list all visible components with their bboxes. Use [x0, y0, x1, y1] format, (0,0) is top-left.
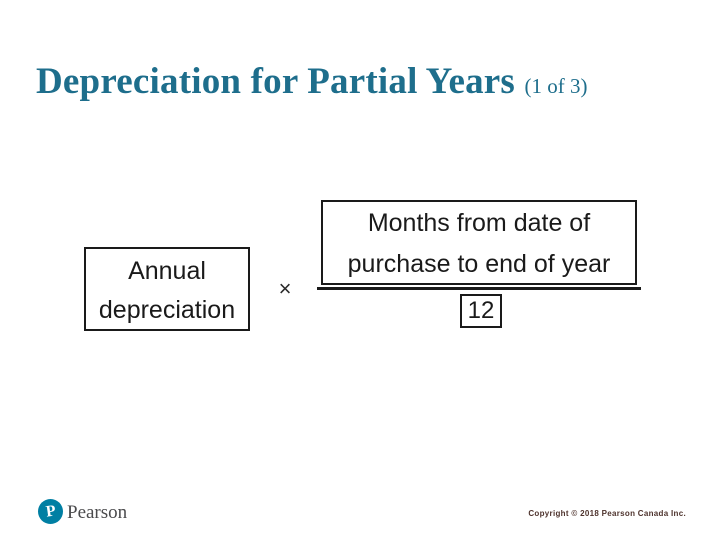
copyright-text: Copyright © 2018 Pearson Canada Inc. [528, 509, 686, 518]
denominator-box: 12 [460, 294, 502, 328]
pearson-p-glyph: P [44, 501, 57, 521]
numerator-line2: purchase to end of year [347, 250, 611, 278]
annual-depreciation-line1: Annual [128, 257, 206, 285]
page-title-part-indicator: (1 of 3) [524, 74, 588, 98]
pearson-wordmark: Pearson [67, 502, 128, 523]
numerator-line1: Months from date of [367, 209, 591, 237]
pearson-logo-icon: P [38, 499, 63, 524]
annual-depreciation-line2: depreciation [98, 296, 236, 324]
multiplication-sign: × [278, 276, 292, 301]
numerator-box: Months from date of purchase to end of y… [321, 200, 637, 285]
page-title-text: Depreciation for Partial Years [36, 61, 515, 102]
annual-depreciation-box: Annual depreciation [84, 247, 250, 331]
page-title: Depreciation for Partial Years (1 of 3) [36, 62, 587, 106]
fraction-bar [317, 287, 641, 290]
